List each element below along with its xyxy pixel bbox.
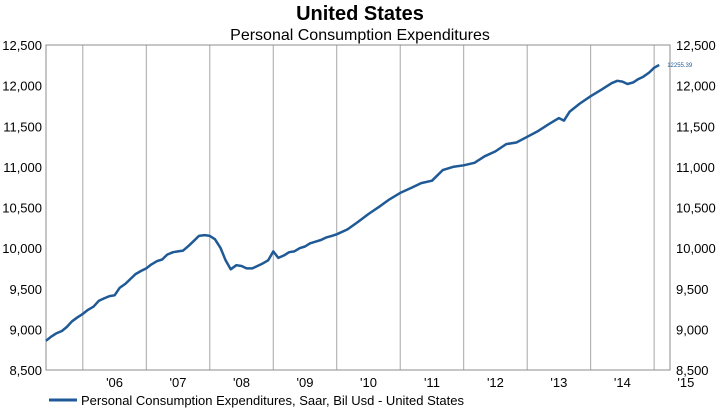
x-tick-label: '08 [233,375,250,390]
x-tick-label: '09 [297,375,314,390]
y-tick-label-right: 9,000 [676,322,709,337]
y-tick-label-right: 12,000 [676,79,716,94]
series-end-value-label: 12255.39 [667,63,693,69]
x-axis-ticks: '06 '07 '08 '09 '10 '11 '12 '13 '14 '15 [106,375,694,390]
y-tick-label-left: 12,500 [2,38,42,53]
legend-label: Personal Consumption Expenditures, Saar,… [81,393,464,408]
plot-frame [45,44,671,371]
x-tick-label: '12 [487,375,504,390]
y-tick-label-left: 9,500 [9,282,42,297]
chart-subtitle: Personal Consumption Expenditures [230,27,490,44]
y-tick-label-right: 9,500 [676,282,709,297]
x-tick-label: '15 [677,375,694,390]
y-tick-label-right: 10,000 [676,241,716,256]
y-tick-label-left: 11,000 [3,160,42,175]
y-tick-label-right: 12,500 [676,38,716,53]
x-tick-label: '13 [550,375,567,390]
y-tick-label-left: 10,500 [2,201,42,216]
y-tick-label-right: 8,500 [676,363,709,378]
y-tick-label-right: 10,500 [676,201,716,216]
gridlines [82,45,655,370]
x-tick-label: '10 [360,375,377,390]
legend: Personal Consumption Expenditures, Saar,… [49,393,464,408]
y-tick-label-left: 12,000 [2,79,42,94]
series-layer [45,63,660,342]
x-tick-label: '14 [614,375,631,390]
y-tick-label-left: 10,000 [2,241,42,256]
y-tick-label-left: 8,500 [9,363,42,378]
chart-title: United States [296,3,424,25]
y-tick-label-right: 11,000 [676,160,715,175]
series-line [45,63,660,342]
y-tick-label-left: 9,000 [9,322,42,337]
x-tick-label: '11 [424,375,440,390]
y-tick-label-right: 11,500 [676,119,715,134]
y-axis-left-ticks: 8,500 9,000 9,500 10,000 10,500 11,000 11,500 1… [2,38,42,378]
x-tick-label: '06 [106,375,123,390]
x-tick-label: '07 [170,375,187,390]
y-axis-right-ticks: 8,500 9,000 9,500 10,000 10,500 11,000 11,500 1… [676,38,716,378]
y-tick-label-left: 11,500 [3,119,42,134]
